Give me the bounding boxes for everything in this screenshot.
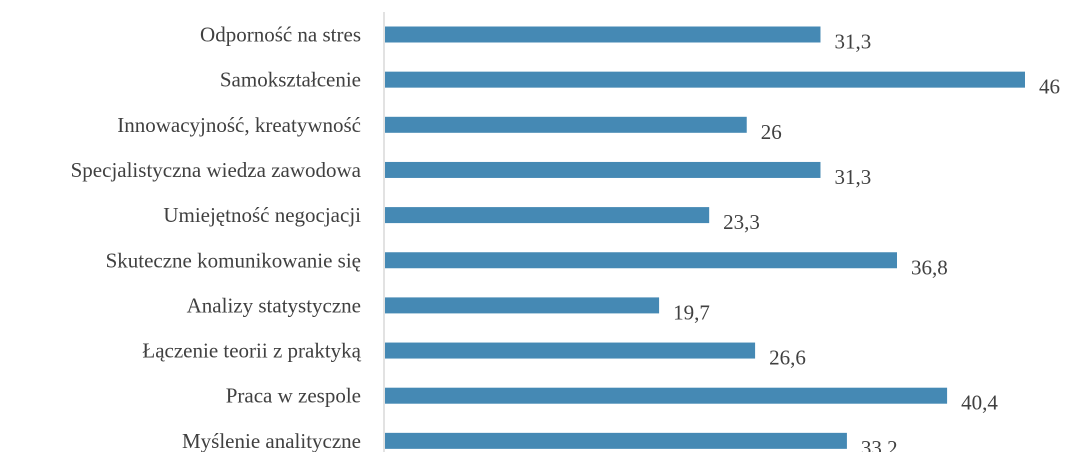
value-label-1: 46 xyxy=(1039,75,1060,99)
value-label-3: 31,3 xyxy=(834,165,871,189)
value-label-7: 26,6 xyxy=(769,346,806,370)
bar-4 xyxy=(385,207,710,224)
bar-6 xyxy=(385,297,660,314)
category-label-4: Umiejętność negocjacji xyxy=(163,203,361,227)
bar-2 xyxy=(385,116,747,133)
category-label-5: Skuteczne komunikowanie się xyxy=(106,248,361,272)
category-label-9: Myślenie analityczne xyxy=(182,429,361,452)
bar-0 xyxy=(385,26,821,43)
category-label-2: Innowacyjność, kreatywność xyxy=(117,113,361,137)
value-label-5: 36,8 xyxy=(911,255,948,279)
category-label-0: Odporność na stres xyxy=(200,23,361,47)
category-label-3: Specjalistyczna wiedza zawodowa xyxy=(71,158,362,182)
bar-1 xyxy=(385,71,1025,88)
value-label-2: 26 xyxy=(761,120,782,144)
bar-9 xyxy=(385,432,847,449)
bar-7 xyxy=(385,342,756,359)
value-label-4: 23,3 xyxy=(723,210,760,234)
value-label-0: 31,3 xyxy=(834,30,871,54)
bar-8 xyxy=(385,387,948,404)
value-label-9: 33,2 xyxy=(861,436,898,452)
value-label-8: 40,4 xyxy=(961,391,998,415)
category-label-1: Samokształcenie xyxy=(220,68,361,92)
value-label-6: 19,7 xyxy=(673,300,710,324)
category-label-6: Analizy statystyczne xyxy=(187,293,361,317)
category-label-7: Łączenie teorii z praktyką xyxy=(142,339,361,363)
bar-5 xyxy=(385,252,897,269)
category-label-8: Praca w zespole xyxy=(226,384,361,408)
bar-3 xyxy=(385,161,821,178)
